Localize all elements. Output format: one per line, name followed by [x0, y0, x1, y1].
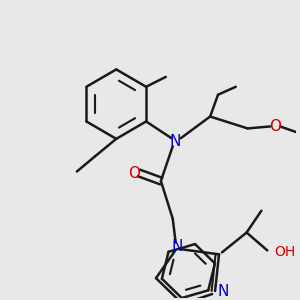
Text: O: O	[269, 119, 281, 134]
Text: N: N	[170, 134, 182, 149]
Text: N: N	[172, 239, 183, 254]
Text: N: N	[217, 284, 229, 298]
Text: O: O	[128, 166, 140, 181]
Text: OH: OH	[274, 245, 296, 260]
